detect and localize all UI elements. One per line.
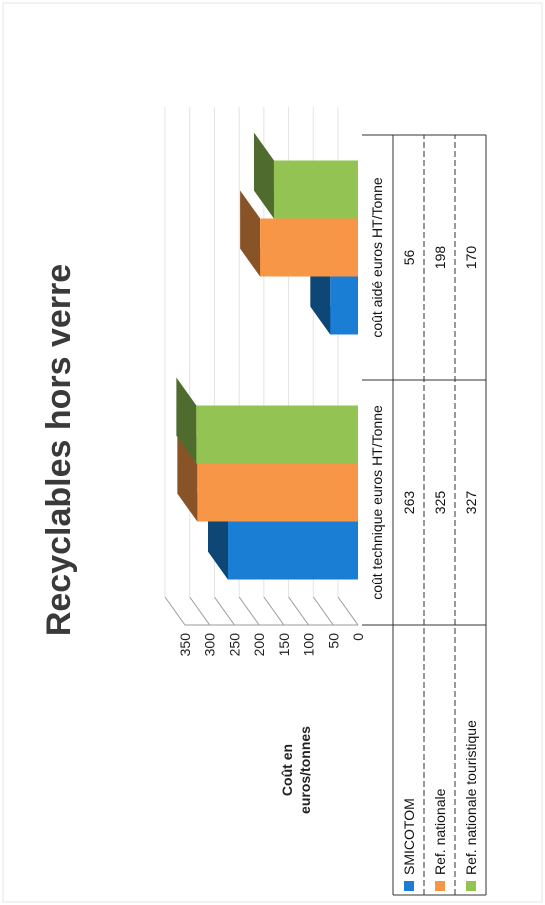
grid-diagonal <box>238 596 260 626</box>
grid-diagonal <box>164 596 186 626</box>
y-tick-labels: 0 50 100 150 200 250 300 350 <box>177 633 366 657</box>
table-value: 170 <box>463 246 479 270</box>
bar-front <box>330 276 359 335</box>
bar-front <box>273 160 359 219</box>
chart-title: Recyclables hors verre <box>40 264 78 636</box>
data-table: coût technique euros HT/Tonne coût aidé e… <box>362 134 487 896</box>
y-tick-label: 50 <box>325 633 341 649</box>
rotated-chart: Recyclables hors verre Coût en euros/tonn… <box>40 107 487 896</box>
legend-label: Ref. nationale <box>432 788 448 875</box>
y-tick-label: 200 <box>251 633 267 657</box>
legend-swatch <box>466 881 476 891</box>
y-axis-label: Coût en euros/tonnes <box>279 726 313 814</box>
bar-ref-nationale-1 <box>177 435 358 522</box>
y-tick-label: 0 <box>350 633 366 641</box>
y-tick-label: 300 <box>202 633 218 657</box>
bar-front <box>260 218 359 277</box>
legend-label: Ref. nationale touristique <box>463 720 479 875</box>
category-label: coût aidé euros HT/Tonne <box>369 177 385 338</box>
bar-top <box>253 132 274 219</box>
y-axis-label-line-2: euros/tonnes <box>297 726 313 814</box>
y-tick-label: 100 <box>301 633 317 657</box>
grid-diagonal <box>214 596 235 626</box>
bar-top <box>176 377 197 464</box>
bar-front <box>197 463 358 522</box>
grid-diagonal <box>337 596 359 626</box>
y-tick-label: 250 <box>226 633 242 657</box>
grid-diagonal <box>263 596 285 626</box>
table-value: 325 <box>432 491 448 515</box>
table-value: 198 <box>432 246 448 270</box>
bars <box>176 132 359 580</box>
legend-swatch <box>435 881 445 891</box>
bar-front <box>228 521 358 580</box>
y-axis-label-line-1: Coût en <box>279 744 295 796</box>
grid-diagonal <box>189 596 211 626</box>
bar-smicotom-1 <box>208 493 358 580</box>
bar-ref-nationale-touristique-2 <box>253 132 359 219</box>
legend-label: SMICOTOM <box>401 798 417 875</box>
category-label: coût technique euros HT/Tonne <box>369 405 385 600</box>
table-value: 263 <box>401 491 417 515</box>
grid-diagonal <box>288 596 309 626</box>
bar-top <box>240 190 261 277</box>
table-value: 56 <box>401 250 417 266</box>
bar-front <box>196 405 358 464</box>
y-tick-label: 150 <box>276 633 292 657</box>
legend-swatch <box>404 881 414 891</box>
bar-ref-nationale-touristique-1 <box>176 377 358 464</box>
table-value: 327 <box>463 491 479 515</box>
bar-ref-nationale-2 <box>240 190 359 277</box>
grid-diagonal <box>312 596 334 626</box>
y-tick-label: 350 <box>177 633 193 657</box>
